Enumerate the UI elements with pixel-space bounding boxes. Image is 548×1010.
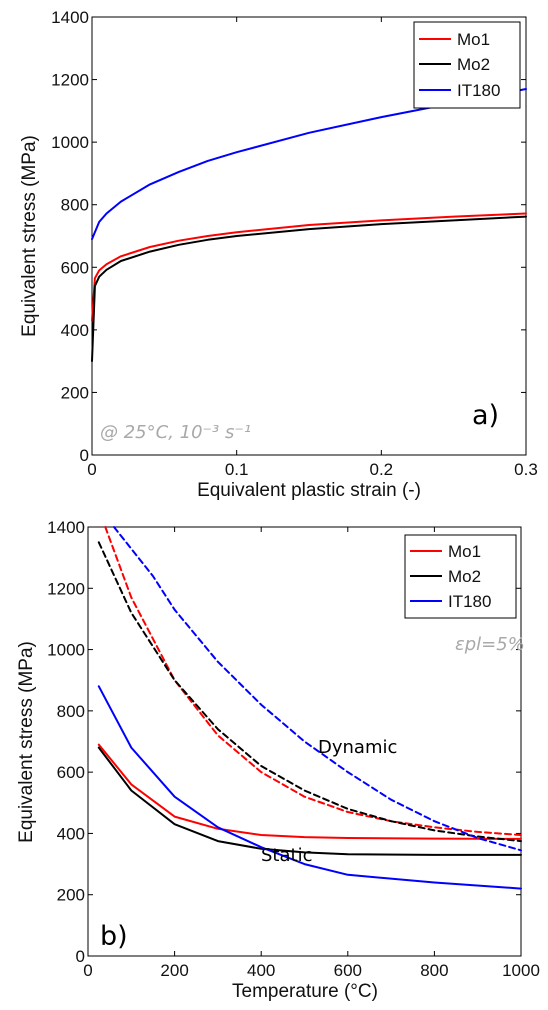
series-line-it180 (91, 88, 527, 241)
y-tick-label: 200 (57, 886, 85, 905)
legend-a: Mo1 Mo2 IT180 (413, 21, 521, 109)
y-tick-label: 1200 (47, 579, 85, 598)
series-line-mo2 (97, 746, 522, 856)
legend-label-it180-b: IT180 (448, 592, 491, 611)
y-tick-label: 0 (76, 947, 85, 966)
y-tick-label: 600 (57, 763, 85, 782)
series-line-mo1 (97, 743, 522, 840)
legend-label-mo2-b: Mo2 (448, 567, 481, 586)
series-line-mo2 (91, 215, 527, 363)
y-tick-label: 1000 (51, 133, 89, 152)
x-tick-labels-a: 0 0.1 0.2 0.3 (87, 17, 538, 479)
y-tick-labels-a: 0 200 400 600 800 1000 1200 1400 (51, 8, 526, 465)
y-tick-label: 200 (61, 383, 89, 402)
y-tick-label: 400 (61, 321, 89, 340)
y-tick-label: 1400 (47, 518, 85, 537)
panel-label-a: a) (472, 400, 499, 431)
dynamic-label: Dynamic (318, 737, 397, 758)
x-axis-label-b: Temperature (°C) (232, 981, 378, 1002)
y-tick-label: 1400 (51, 8, 89, 27)
x-tick-label: 600 (334, 961, 362, 980)
legend-b: Mo1 Mo2 IT180 (404, 534, 517, 619)
curves-b (97, 526, 522, 890)
series-line-dashed-3-dynamic (104, 526, 522, 836)
y-tick-label: 0 (80, 446, 89, 465)
series-line-dashed-5-dynamic (113, 526, 522, 852)
x-tick-label: 0.1 (225, 460, 249, 479)
x-tick-labels-b: 0 200 400 600 800 1000 (83, 527, 540, 980)
curves-a (91, 88, 527, 363)
series-line-mo1 (91, 212, 527, 322)
series-line-it180 (97, 685, 522, 890)
y-tick-label: 1200 (51, 71, 89, 90)
legend-label-it180-a: IT180 (457, 81, 500, 100)
legend-label-mo1-a: Mo1 (457, 30, 490, 49)
y-tick-label: 600 (61, 258, 89, 277)
legend-label-mo1-b: Mo1 (448, 542, 481, 561)
y-tick-label: 800 (61, 196, 89, 215)
y-tick-label: 400 (57, 824, 85, 843)
x-tick-label: 1000 (502, 961, 540, 980)
panel-b: 0 200 400 600 800 1000 1200 1400 0 200 400 600 800 1… (16, 518, 540, 1002)
x-tick-label: 0 (83, 961, 92, 980)
test-condition-note: @ 25°C, 10⁻³ s⁻¹ (100, 422, 251, 443)
y-axis-label-a: Equivalent stress (MPa) (19, 135, 40, 337)
x-axis-label-a: Equivalent plastic strain (-) (197, 480, 421, 501)
x-tick-label: 400 (247, 961, 275, 980)
y-tick-label: 800 (57, 702, 85, 721)
series-line-dashed-4-dynamic (97, 541, 522, 843)
legend-label-mo2-a: Mo2 (457, 55, 490, 74)
x-tick-label: 0.3 (514, 460, 538, 479)
x-tick-label: 0 (87, 460, 96, 479)
x-tick-label: 800 (420, 961, 448, 980)
y-tick-labels-b: 0 200 400 600 800 1000 1200 1400 (47, 518, 521, 966)
x-tick-label: 0.2 (370, 460, 394, 479)
panel-a: 0 200 400 600 800 1000 1200 1400 0 0.1 0.2 0.3 Equ… (19, 8, 538, 501)
panel-label-b: b) (100, 921, 128, 952)
y-axis-label-b: Equivalent stress (MPa) (16, 641, 37, 843)
x-tick-label: 200 (160, 961, 188, 980)
y-tick-label: 1000 (47, 641, 85, 660)
plastic-strain-note: εpl=5% (455, 634, 525, 655)
static-label: Static (261, 845, 312, 866)
